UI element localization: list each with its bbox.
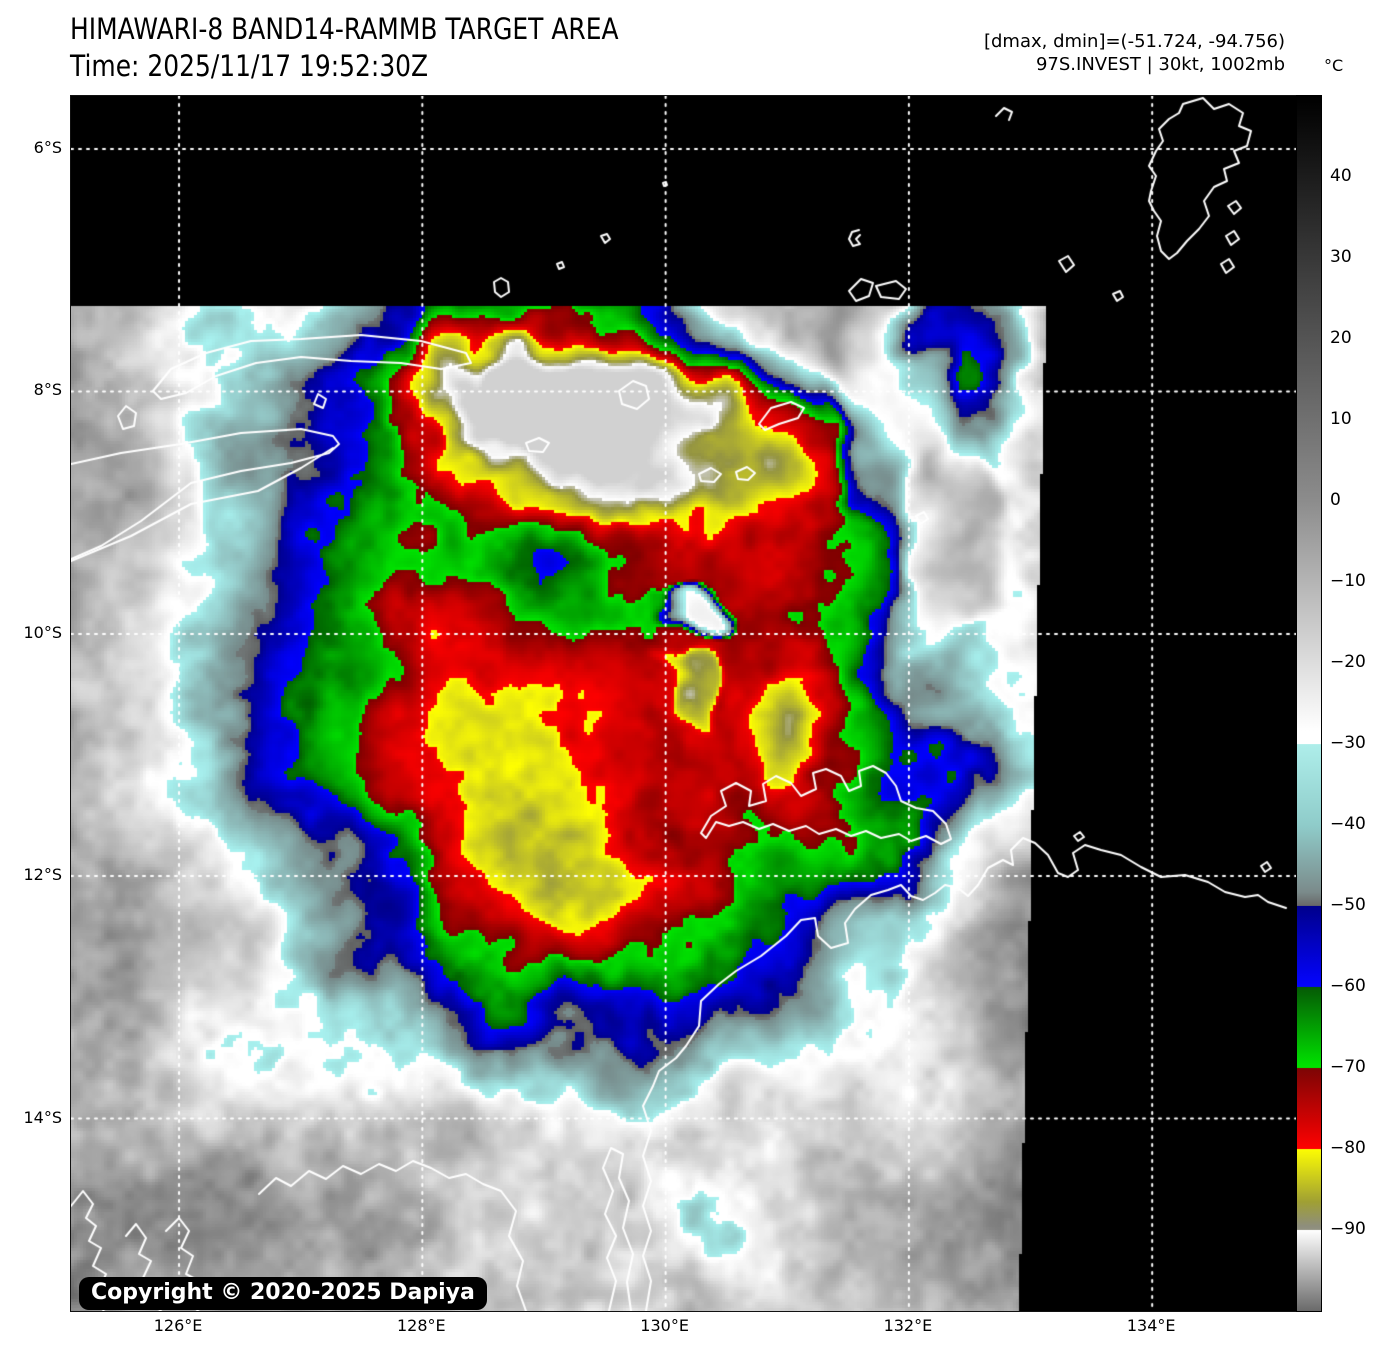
lat-tick-label: 14°S <box>23 1107 62 1127</box>
colorbar-tick-label: −40 <box>1330 814 1366 834</box>
colorbar-tick-label: −60 <box>1330 975 1366 996</box>
colorbar-tick-label: 10 <box>1330 409 1352 430</box>
timestamp-line: Time: 2025/11/17 19:52:30Z <box>70 49 429 83</box>
header-info-block: [dmax, dmin]=(-51.724, -94.756) 97S.INVE… <box>984 30 1285 76</box>
colorbar-unit-label: °C <box>1324 56 1344 75</box>
colorbar-tick-label: 0 <box>1330 489 1341 510</box>
lat-tick-label: 12°S <box>23 865 62 885</box>
colorbar-tick-label: −20 <box>1330 652 1366 673</box>
map-frame: Copyright © 2020-2025 Dapiya <box>70 95 1297 1312</box>
colorbar-tick-label: 40 <box>1330 166 1352 187</box>
colorbar-tick-label: 20 <box>1330 328 1352 348</box>
storm-info-readout: 97S.INVEST | 30kt, 1002mb <box>1035 54 1285 75</box>
colorbar-tick-label: 30 <box>1330 246 1352 267</box>
page-title: HIMAWARI-8 BAND14-RAMMB TARGET AREA <box>70 12 619 46</box>
lon-tick-label: 126°E <box>153 1316 203 1335</box>
lon-tick-label: 130°E <box>640 1316 689 1335</box>
lat-tick-label: 8°S <box>33 380 62 400</box>
colorbar-tick-label: −10 <box>1330 571 1366 591</box>
colorbar-tick-label: −70 <box>1330 1057 1366 1077</box>
lat-tick-label: 10°S <box>23 623 62 642</box>
satellite-image-canvas <box>71 96 1296 1311</box>
colorbar <box>1296 95 1322 1312</box>
colorbar-tick-label: −30 <box>1330 732 1366 753</box>
copyright-badge: Copyright © 2020-2025 Dapiya <box>79 1277 487 1310</box>
dmax-dmin-readout: [dmax, dmin]=(-51.724, -94.756) <box>983 31 1285 52</box>
lon-tick-label: 134°E <box>1126 1316 1176 1335</box>
colorbar-tick-label: −80 <box>1330 1138 1366 1159</box>
colorbar-tick-label: −50 <box>1330 895 1366 916</box>
colorbar-tick-label: −90 <box>1330 1218 1366 1239</box>
lat-tick-label: 6°S <box>33 137 62 157</box>
lon-tick-label: 132°E <box>883 1316 933 1335</box>
lon-tick-label: 128°E <box>397 1316 446 1335</box>
